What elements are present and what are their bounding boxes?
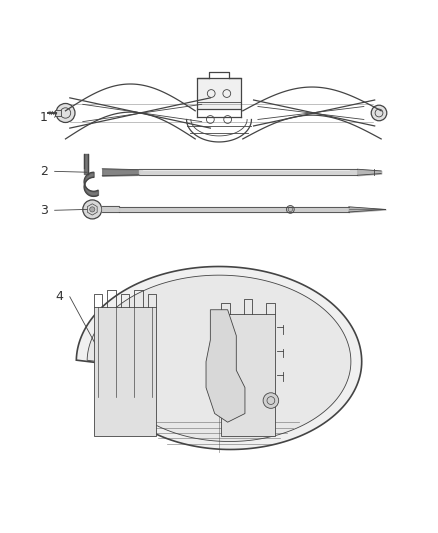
Circle shape <box>286 206 294 213</box>
Text: 1: 1 <box>40 111 48 124</box>
Polygon shape <box>206 310 245 422</box>
Circle shape <box>263 393 279 408</box>
Text: 2: 2 <box>40 165 48 178</box>
Circle shape <box>83 200 102 219</box>
FancyBboxPatch shape <box>94 308 156 436</box>
Bar <box>55 109 61 116</box>
Circle shape <box>371 105 387 121</box>
Text: 3: 3 <box>40 204 48 217</box>
Text: 4: 4 <box>55 290 63 303</box>
Polygon shape <box>87 275 351 441</box>
Circle shape <box>90 207 95 212</box>
FancyBboxPatch shape <box>198 78 240 109</box>
Polygon shape <box>76 266 362 449</box>
FancyBboxPatch shape <box>221 314 275 436</box>
Circle shape <box>56 103 75 123</box>
